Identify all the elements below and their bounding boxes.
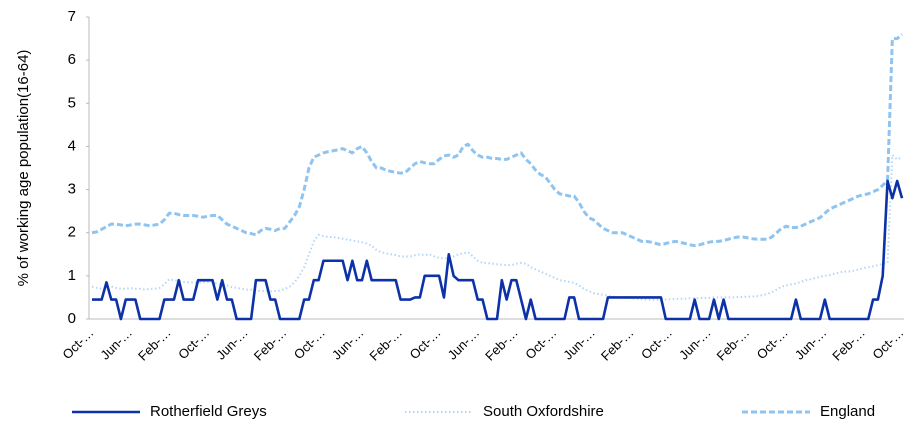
line-series: [92, 179, 904, 321]
x-tick-label: Oct-…: [869, 325, 904, 362]
legend-label: Rotherfield Greys: [150, 403, 267, 420]
x-tick-label: Oct-…: [175, 325, 212, 362]
x-tick-label: Oct-…: [638, 325, 675, 362]
x-tick-label: Jun-…: [329, 325, 367, 363]
x-tick-label: Jun-…: [445, 325, 483, 363]
y-tick-label: 1: [68, 267, 76, 284]
x-tick-label: Jun-…: [676, 325, 714, 363]
x-tick-label: Oct-…: [291, 325, 328, 362]
x-tick-label: Jun-…: [97, 325, 135, 363]
y-tick-label: 6: [68, 51, 76, 68]
x-tick-label: Feb-…: [251, 325, 290, 364]
x-tick-label: Feb-…: [366, 325, 405, 364]
y-tick-label: 0: [68, 310, 76, 327]
legend-label: South Oxfordshire: [483, 403, 604, 420]
legend-label: England: [820, 403, 875, 420]
x-tick-label: Feb-…: [829, 325, 868, 364]
x-tick-label: Feb-…: [482, 325, 521, 364]
line-series: [91, 154, 903, 301]
x-tick-label: Oct-…: [522, 325, 559, 362]
x-tick-label: Oct-…: [407, 325, 444, 362]
y-tick-label: 4: [68, 137, 76, 154]
x-tick-label: Jun-…: [213, 325, 251, 363]
y-tick-label: 3: [68, 181, 76, 198]
x-tick-label: Feb-…: [714, 325, 753, 364]
x-tick-label: Jun-…: [560, 325, 598, 363]
x-tick-label: Oct-…: [754, 325, 791, 362]
x-tick-label: Jun-…: [792, 325, 830, 363]
x-tick-label: Feb-…: [598, 325, 637, 364]
y-tick-label: 5: [68, 94, 76, 111]
y-tick-label: 7: [68, 8, 76, 25]
x-tick-label: Oct-…: [59, 325, 96, 362]
line-series: [91, 33, 903, 248]
y-axis-label: % of working age population(16-64): [15, 50, 32, 287]
y-tick-label: 2: [68, 224, 76, 241]
x-tick-label: Feb-…: [135, 325, 174, 364]
